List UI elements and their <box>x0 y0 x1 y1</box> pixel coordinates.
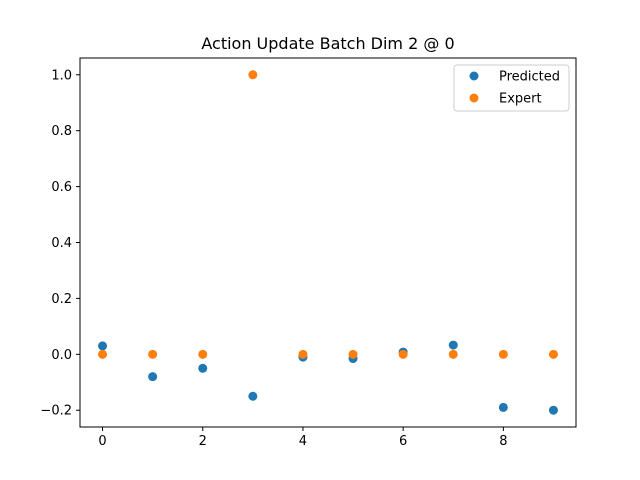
data-point-expert <box>198 349 208 359</box>
data-point-expert <box>98 349 108 359</box>
data-point-expert <box>248 70 258 80</box>
y-tick-label: −0.2 <box>40 404 72 419</box>
x-tick-label: 8 <box>499 434 507 449</box>
data-point-expert <box>148 349 158 359</box>
data-point-predicted <box>98 341 108 351</box>
x-tick-label: 6 <box>399 434 407 449</box>
y-tick-label: 0.6 <box>51 180 72 195</box>
data-point-expert <box>548 349 558 359</box>
y-tick-label: 0.8 <box>51 124 72 139</box>
legend-marker-predicted <box>469 71 479 81</box>
legend-label-expert: Expert <box>499 92 542 107</box>
data-point-predicted <box>248 391 258 401</box>
y-tick-label: 1.0 <box>51 68 72 83</box>
data-point-predicted <box>198 363 208 373</box>
data-point-expert <box>298 349 308 359</box>
legend-label-predicted: Predicted <box>499 70 560 85</box>
data-point-expert <box>448 349 458 359</box>
chart-title: Action Update Batch Dim 2 @ 0 <box>201 34 454 53</box>
data-point-expert <box>498 349 508 359</box>
y-axis: −0.2 0.0 0.2 0.4 0.6 0.8 1.0 <box>40 68 80 419</box>
legend: Predicted Expert <box>453 64 570 112</box>
plot-area-frame <box>79 57 577 428</box>
legend-box <box>453 64 570 112</box>
data-point-predicted <box>148 372 158 382</box>
data-point-predicted <box>498 402 508 412</box>
y-tick-label: 0.4 <box>51 236 72 251</box>
x-tick-label: 0 <box>98 434 106 449</box>
data-point-expert <box>348 349 358 359</box>
x-tick-label: 4 <box>299 434 307 449</box>
data-point-expert <box>398 349 408 359</box>
legend-marker-expert <box>469 93 479 103</box>
data-points <box>98 70 558 415</box>
x-axis: 0 2 4 6 8 <box>98 427 507 449</box>
x-tick-label: 2 <box>199 434 207 449</box>
data-point-predicted <box>448 340 458 350</box>
y-tick-label: 0.0 <box>51 348 72 363</box>
data-point-predicted <box>548 405 558 415</box>
y-tick-label: 0.2 <box>51 292 72 307</box>
